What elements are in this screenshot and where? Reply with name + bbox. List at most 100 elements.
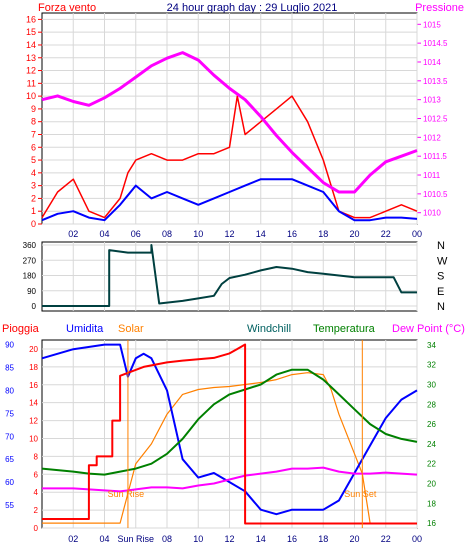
hour-tick-label: 22 [381,229,391,239]
wind-tick-label: 13 [26,53,36,63]
wind-tick-label: 15 [26,27,36,37]
rain-tick-label: 18 [29,363,38,372]
compass-label: N [437,301,445,313]
chart-title: 24 hour graph day : 29 Luglio 2021 [167,2,338,14]
temperature-tick-label: 24 [427,440,436,449]
temperature-tick-label: 28 [427,400,436,409]
sun-annotation-label: Sun Rise [108,489,145,499]
temperature-tick-label: 18 [427,499,436,508]
wind-axis-title: Forza vento [38,2,96,14]
wind-tick-label: 8 [31,117,36,127]
wind-tick-label: 7 [31,129,36,139]
wind-direction-line [42,244,417,307]
legend-dewpoint: Dew Point (°C) [392,323,465,335]
wind-tick-label: 11 [27,78,36,88]
sun-annotation-label: Sun Set [344,489,377,499]
hour-tick-label: 14 [256,229,266,239]
hour-tick-label: 12 [224,534,234,544]
hour-tick-label: 00 [412,534,422,544]
pressure-tick-label: 1010.5 [423,190,448,199]
rain-tick-label: 8 [34,452,39,461]
pressure-tick-label: 1013.5 [423,77,448,86]
humidity-tick-label: 80 [5,386,14,395]
wind-tick-label: 14 [26,40,36,50]
humidity-tick-label: 90 [5,341,14,350]
compass-label: N [437,240,445,252]
hour-tick-label: 16 [287,534,297,544]
pressure-tick-label: 1014 [423,58,441,67]
legend-rain: Pioggia [2,323,40,335]
humidity-tick-label: 70 [5,432,14,441]
wind-tick-label: 0 [31,219,36,229]
rain-tick-label: 12 [29,417,38,426]
direction-tick-label: 0 [32,302,37,311]
pressure-axis-title: Pressione [415,2,464,14]
rain-tick-label: 10 [29,434,38,443]
wind-tick-label: 4 [31,168,36,178]
hour-tick-label: 08 [162,534,172,544]
humidity-tick-label: 60 [5,478,14,487]
humidity-tick-label: 65 [5,455,14,464]
pressure-tick-label: 1013 [423,96,441,105]
pressure-tick-label: 1014.5 [423,39,448,48]
rain-tick-label: 14 [29,399,38,408]
compass-label: W [437,255,448,267]
temperature-tick-label: 20 [427,479,436,488]
direction-tick-label: 90 [27,287,36,296]
hour-tick-label: Sun Rise [117,534,154,544]
humidity-tick-label: 55 [5,501,14,510]
wind-tick-label: 1 [31,206,36,216]
hour-tick-label: 20 [349,534,359,544]
pressure-tick-label: 1012 [423,133,441,142]
hour-tick-label: 02 [68,534,78,544]
humidity-tick-label: 75 [5,409,14,418]
wind-tick-label: 12 [26,66,36,76]
legend-solar: Solar [118,323,144,335]
pressure-line [41,51,418,194]
temperature-tick-label: 26 [427,420,436,429]
hour-tick-label: 12 [224,229,234,239]
hour-tick-label: 06 [131,229,141,239]
hour-tick-label: 00 [412,229,422,239]
temperature-tick-label: 30 [427,381,436,390]
temperature-tick-label: 22 [427,460,436,469]
hour-tick-label: 08 [162,229,172,239]
pressure-tick-label: 1015 [423,20,441,29]
hour-tick-label: 04 [99,534,109,544]
hour-tick-label: 10 [193,534,203,544]
rain-line [42,343,417,525]
hour-tick-label: 18 [318,229,328,239]
hour-tick-label: 10 [193,229,203,239]
legend-windchill: Windchill [247,323,291,335]
hour-tick-label: 04 [99,229,109,239]
hour-tick-label: 22 [381,534,391,544]
rain-tick-label: 16 [29,381,38,390]
temperature-line [41,368,418,476]
compass-label: S [437,271,444,283]
rain-tick-label: 0 [34,524,39,533]
rain-tick-label: 6 [34,470,39,479]
compass-label: E [437,286,444,298]
temperature-tick-label: 32 [427,361,436,370]
wind-tick-label: 16 [26,14,36,24]
pressure-tick-label: 1011 [423,171,441,180]
humidity-tick-label: 85 [5,364,14,373]
direction-tick-label: 360 [23,241,37,250]
wind-tick-label: 3 [31,181,36,191]
temperature-tick-label: 34 [427,341,436,350]
rain-tick-label: 4 [34,488,39,497]
direction-tick-label: 180 [23,272,37,281]
wind-speed-line [41,95,418,219]
rain-tick-label: 20 [29,345,38,354]
wind-tick-label: 2 [31,193,36,203]
wind-tick-label: 9 [31,104,36,114]
wind-average-line [41,178,418,222]
rain-tick-label: 2 [34,506,39,515]
pressure-tick-label: 1012.5 [423,115,448,124]
wind-tick-label: 10 [26,91,36,101]
hour-tick-label: 02 [68,229,78,239]
wind-tick-label: 5 [31,155,36,165]
direction-tick-label: 270 [23,256,37,265]
legend-temperature: Temperatura [313,323,376,335]
